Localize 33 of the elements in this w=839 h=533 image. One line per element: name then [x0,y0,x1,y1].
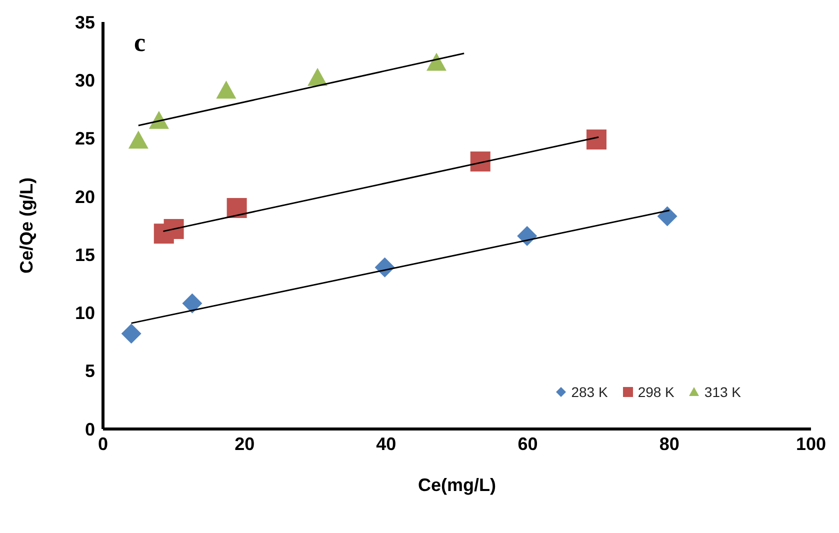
point [517,226,538,246]
x-tick-label: 60 [518,434,538,454]
point [182,293,202,314]
point [308,68,328,86]
y-tick-label: 15 [74,244,95,265]
y-tick-label: 30 [74,70,95,91]
y-tick-label: 25 [74,128,95,149]
point [148,110,169,129]
x-tick-label: 100 [796,434,826,454]
point [128,130,148,149]
x-axis-title: Ce(mg/L) [418,475,496,495]
x-tick-label: 20 [234,434,255,454]
legend-label: 283 K [570,384,608,400]
x-tick-label: 0 [98,434,108,454]
y-tick-label: 10 [74,303,95,324]
point [216,80,236,99]
y-tick-label: 5 [84,361,95,382]
point [226,198,247,218]
x-tick-label: 40 [376,434,396,454]
legend-label: 298 K [636,384,674,400]
point [470,152,490,172]
y-tick-label: 20 [74,186,95,207]
point [586,129,606,150]
point [164,218,184,239]
y-tick-label: 0 [84,419,95,440]
y-tick-label: 35 [74,12,95,32]
x-tick-label: 80 [659,434,680,454]
legend-label: 313 K [703,384,741,400]
point [121,324,142,344]
point [657,206,678,226]
y-axis-title: Ce/Qe (g/L) [16,177,36,274]
point [426,52,446,71]
annotation: c [134,28,146,58]
